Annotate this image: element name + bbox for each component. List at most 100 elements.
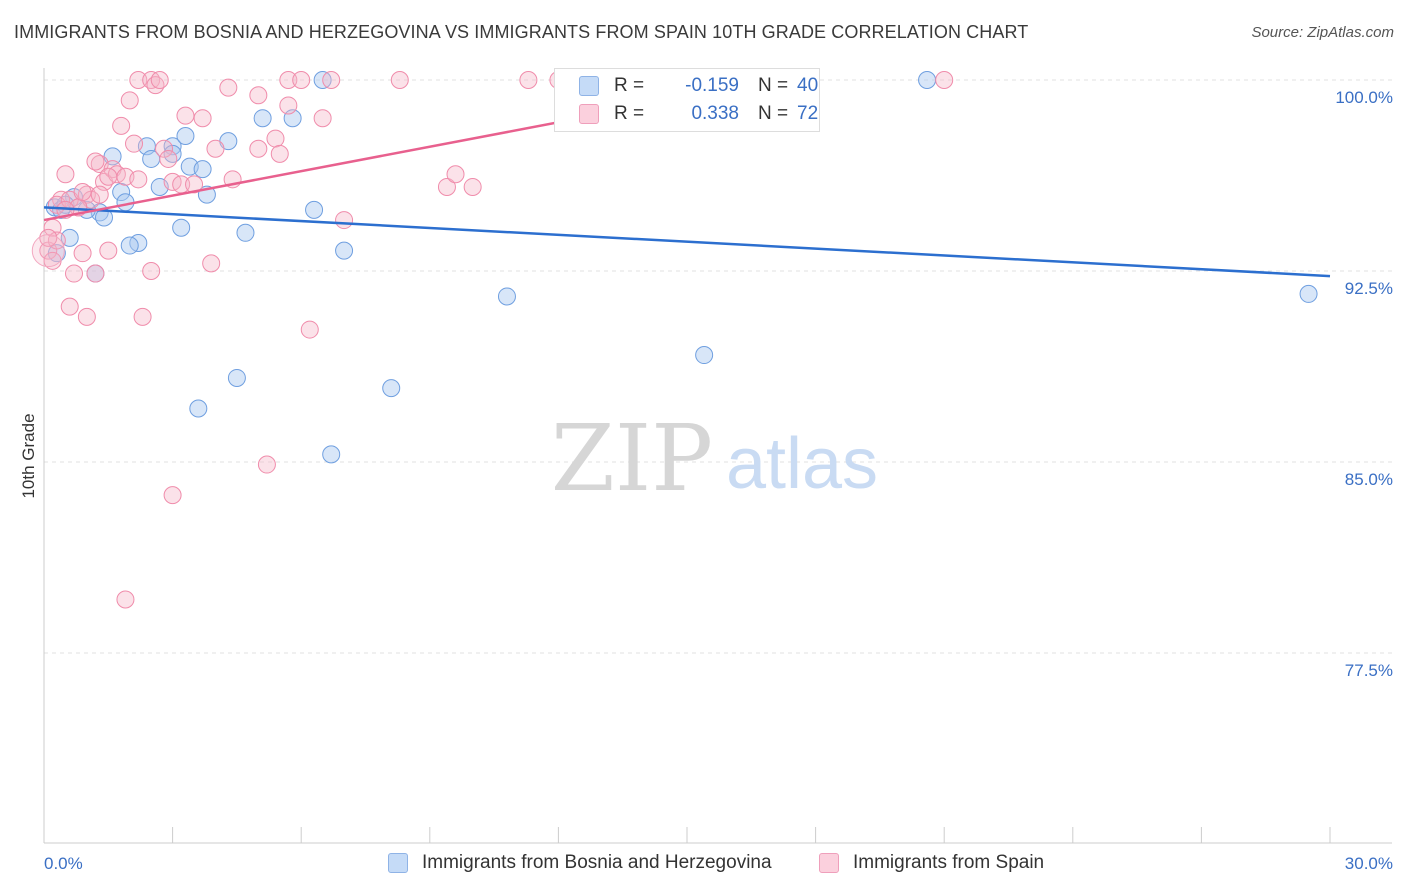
point-spain bbox=[99, 241, 118, 260]
point-spain bbox=[313, 109, 332, 128]
point-spain bbox=[150, 71, 169, 89]
point-spain bbox=[112, 116, 131, 135]
point-spain bbox=[90, 185, 109, 204]
x-tick-label: 30.0% bbox=[1345, 854, 1393, 873]
stats-n-value: 72 bbox=[797, 103, 819, 124]
legend-item-bosnia[interactable]: Immigrants from Bosnia and Herzegovina bbox=[388, 852, 772, 874]
stats-n-label: N = bbox=[758, 103, 789, 124]
point-bosnia bbox=[120, 236, 139, 255]
watermark: ZIP atlas bbox=[551, 405, 878, 512]
data-points bbox=[31, 71, 1318, 609]
point-spain bbox=[202, 254, 221, 273]
stats-r-label: R = bbox=[614, 75, 645, 96]
point-spain bbox=[56, 165, 75, 184]
point-spain bbox=[129, 71, 148, 89]
point-spain bbox=[390, 71, 409, 89]
point-spain bbox=[65, 264, 84, 283]
chart-title: IMMIGRANTS FROM BOSNIA AND HERZEGOVINA V… bbox=[14, 22, 1029, 42]
y-tick-label: 100.0% bbox=[1335, 88, 1393, 107]
gridlines bbox=[44, 79, 1392, 654]
point-bosnia bbox=[382, 379, 401, 398]
watermark-atlas: atlas bbox=[726, 424, 878, 504]
point-bosnia bbox=[176, 127, 195, 146]
stats-swatch-bosnia bbox=[579, 76, 599, 96]
y-tick-label: 77.5% bbox=[1345, 661, 1393, 680]
point-spain-cluster bbox=[31, 234, 65, 268]
point-bosnia bbox=[253, 109, 272, 128]
point-spain bbox=[73, 183, 92, 202]
point-spain bbox=[125, 134, 144, 153]
point-spain bbox=[270, 144, 289, 163]
point-bosnia bbox=[1299, 284, 1318, 303]
point-bosnia bbox=[189, 399, 208, 418]
point-spain bbox=[463, 177, 482, 196]
point-spain bbox=[322, 71, 341, 89]
legend-swatch-bosnia bbox=[388, 853, 408, 873]
point-spain bbox=[279, 96, 298, 115]
x-tick-label: 0.0% bbox=[44, 854, 83, 873]
point-bosnia bbox=[193, 160, 212, 179]
y-tick-label: 92.5% bbox=[1345, 279, 1393, 298]
point-spain bbox=[163, 486, 182, 505]
legend-label-spain: Immigrants from Spain bbox=[853, 852, 1045, 873]
point-spain bbox=[86, 264, 105, 283]
watermark-zip: ZIP bbox=[551, 405, 713, 512]
axes bbox=[43, 68, 1392, 844]
point-spain bbox=[257, 455, 276, 474]
point-spain bbox=[60, 297, 79, 316]
point-bosnia bbox=[335, 241, 354, 260]
legend-item-spain[interactable]: Immigrants from Spain bbox=[819, 852, 1044, 874]
axis-labels: 100.0% 92.5% 85.0% 77.5% 0.0% 30.0% 10th Grade bbox=[19, 88, 1393, 873]
point-spain bbox=[73, 244, 92, 263]
stats-n-label: N = bbox=[758, 75, 789, 96]
point-spain bbox=[335, 211, 354, 230]
point-bosnia bbox=[236, 223, 255, 242]
point-spain bbox=[249, 139, 268, 158]
point-spain bbox=[935, 71, 954, 89]
point-bosnia bbox=[497, 287, 516, 306]
point-spain bbox=[185, 175, 204, 194]
point-spain bbox=[99, 167, 118, 186]
point-bosnia bbox=[322, 445, 341, 464]
source-label: Source: ZipAtlas.com bbox=[1251, 24, 1394, 41]
point-spain bbox=[142, 262, 161, 280]
legend-label-bosnia: Immigrants from Bosnia and Herzegovina bbox=[422, 852, 772, 873]
point-spain bbox=[133, 307, 152, 326]
point-spain bbox=[86, 152, 105, 171]
point-spain bbox=[279, 71, 298, 89]
point-spain bbox=[300, 320, 319, 339]
point-spain bbox=[159, 149, 178, 168]
point-spain bbox=[176, 106, 195, 125]
point-spain bbox=[116, 590, 135, 609]
stats-n-value: 40 bbox=[797, 75, 819, 96]
stats-swatch-spain bbox=[579, 104, 599, 124]
point-spain bbox=[292, 71, 311, 89]
legend-swatch-spain bbox=[819, 853, 839, 873]
point-spain bbox=[129, 170, 148, 189]
y-tick-label: 85.0% bbox=[1345, 470, 1393, 489]
point-spain bbox=[437, 177, 456, 196]
stats-box: R = -0.159 N = 40 R = 0.338 N = 72 bbox=[554, 68, 820, 132]
y-axis-label: 10th Grade bbox=[19, 413, 38, 498]
stats-r-value: -0.159 bbox=[685, 75, 739, 96]
point-spain bbox=[193, 109, 212, 128]
point-bosnia bbox=[305, 200, 324, 219]
stats-r-label: R = bbox=[614, 103, 645, 124]
point-bosnia bbox=[172, 218, 191, 237]
point-spain bbox=[206, 139, 225, 158]
point-spain bbox=[39, 228, 58, 247]
point-bosnia bbox=[695, 346, 714, 365]
trend-line-bosnia bbox=[43, 206, 1331, 278]
point-spain bbox=[519, 71, 538, 89]
point-spain bbox=[219, 78, 238, 97]
point-bosnia bbox=[227, 368, 246, 387]
point-spain bbox=[77, 307, 96, 326]
point-spain bbox=[446, 165, 465, 184]
point-spain bbox=[266, 129, 285, 148]
point-spain bbox=[249, 86, 268, 105]
point-bosnia bbox=[918, 71, 937, 89]
point-spain bbox=[120, 91, 139, 110]
stats-r-value: 0.338 bbox=[691, 103, 739, 124]
point-spain bbox=[155, 139, 174, 158]
